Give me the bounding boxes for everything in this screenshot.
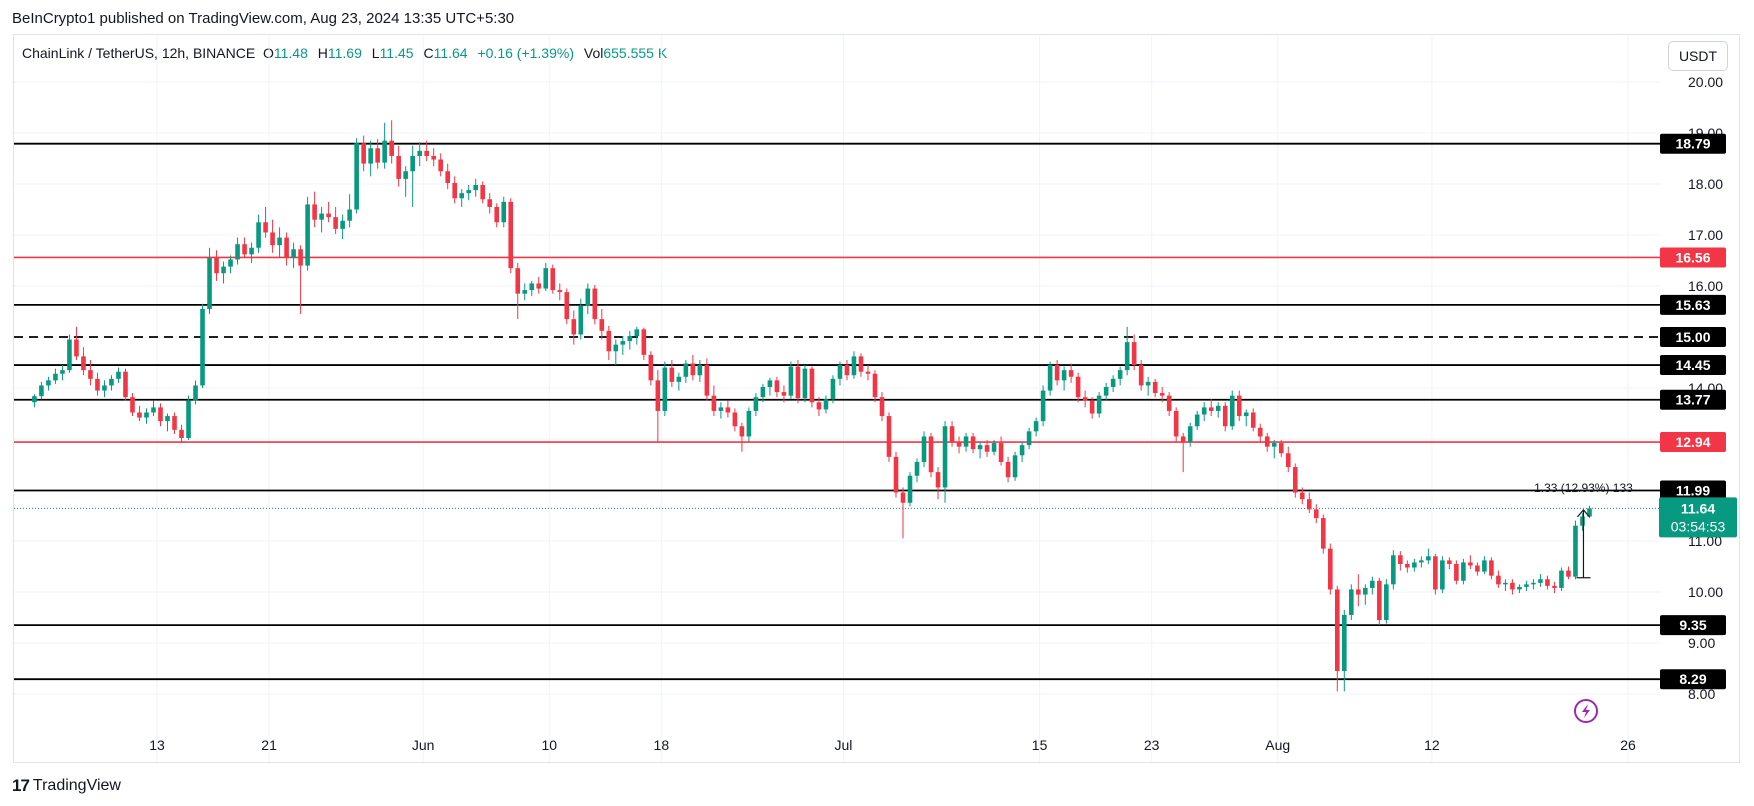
volume-label: Vol: [583, 45, 604, 61]
chart-legend: ChainLink / TetherUS, 12h, BINANCE O11.4…: [22, 45, 673, 61]
close-label: C: [423, 45, 434, 61]
currency-button[interactable]: USDT: [1668, 41, 1728, 71]
tradingview-mark-icon: 17: [12, 776, 30, 795]
symbol-name[interactable]: ChainLink / TetherUS, 12h, BINANCE: [22, 45, 256, 61]
high-value: 11.69: [327, 45, 362, 61]
tradingview-brand: TradingView: [32, 777, 121, 794]
tradingview-logo[interactable]: 17 TradingView: [12, 776, 121, 796]
close-value: 11.64: [433, 45, 468, 61]
open-value: 11.48: [273, 45, 308, 61]
publisher-line: BeInCrypto1 published on TradingView.com…: [12, 10, 515, 27]
chart-frame: [13, 34, 1740, 763]
high-label: H: [317, 45, 328, 61]
change-value: +0.16 (+1.39%): [477, 45, 574, 61]
low-value: 11.45: [379, 45, 414, 61]
open-label: O: [262, 45, 274, 61]
low-label: L: [371, 45, 380, 61]
volume-value: 655.555 K: [603, 45, 668, 61]
